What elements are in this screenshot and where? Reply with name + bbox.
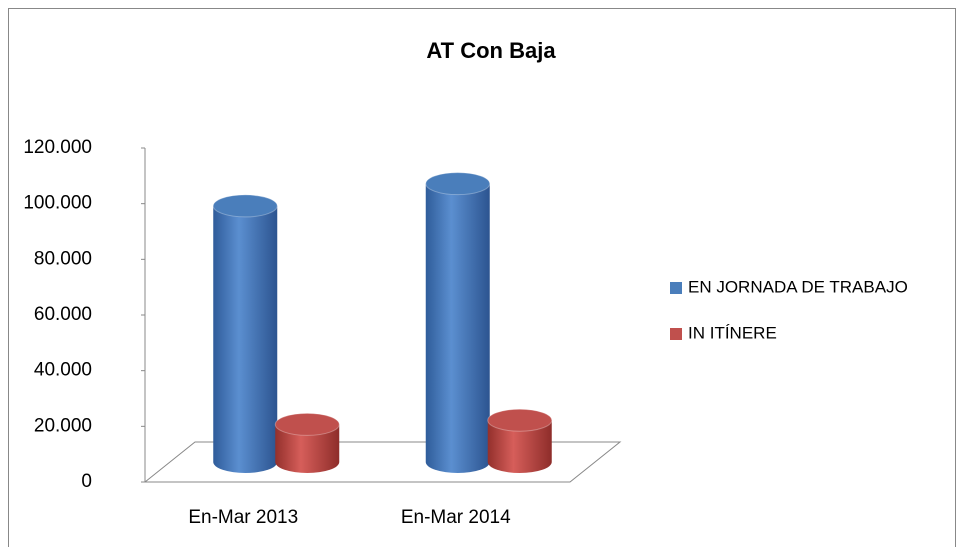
cylinder-top <box>425 172 491 196</box>
y-tick-label: 0 <box>81 471 92 492</box>
cylinder-top <box>274 412 340 436</box>
cylinder <box>425 183 490 473</box>
cylinder <box>487 420 552 473</box>
y-tick-label: 100.000 <box>23 193 92 214</box>
legend-swatch <box>670 328 682 340</box>
cylinder-top <box>212 194 278 218</box>
y-tick-label: 120.000 <box>23 137 92 158</box>
legend-label: EN JORNADA DE TRABAJO <box>688 277 908 296</box>
y-tick-label: 40.000 <box>34 360 92 381</box>
cylinder-top <box>487 408 553 432</box>
y-tick-label: 20.000 <box>34 415 92 436</box>
x-tick-label: En-Mar 2013 <box>188 507 298 528</box>
y-tick-label: 60.000 <box>34 304 92 325</box>
legend-label: IN ITÍNERE <box>688 323 777 342</box>
cylinder <box>275 424 340 473</box>
x-tick-label: En-Mar 2014 <box>401 507 511 528</box>
y-tick-label: 80.000 <box>34 248 92 269</box>
cylinder <box>213 205 278 473</box>
legend-swatch <box>670 282 682 294</box>
chart-title: AT Con Baja <box>426 38 556 63</box>
